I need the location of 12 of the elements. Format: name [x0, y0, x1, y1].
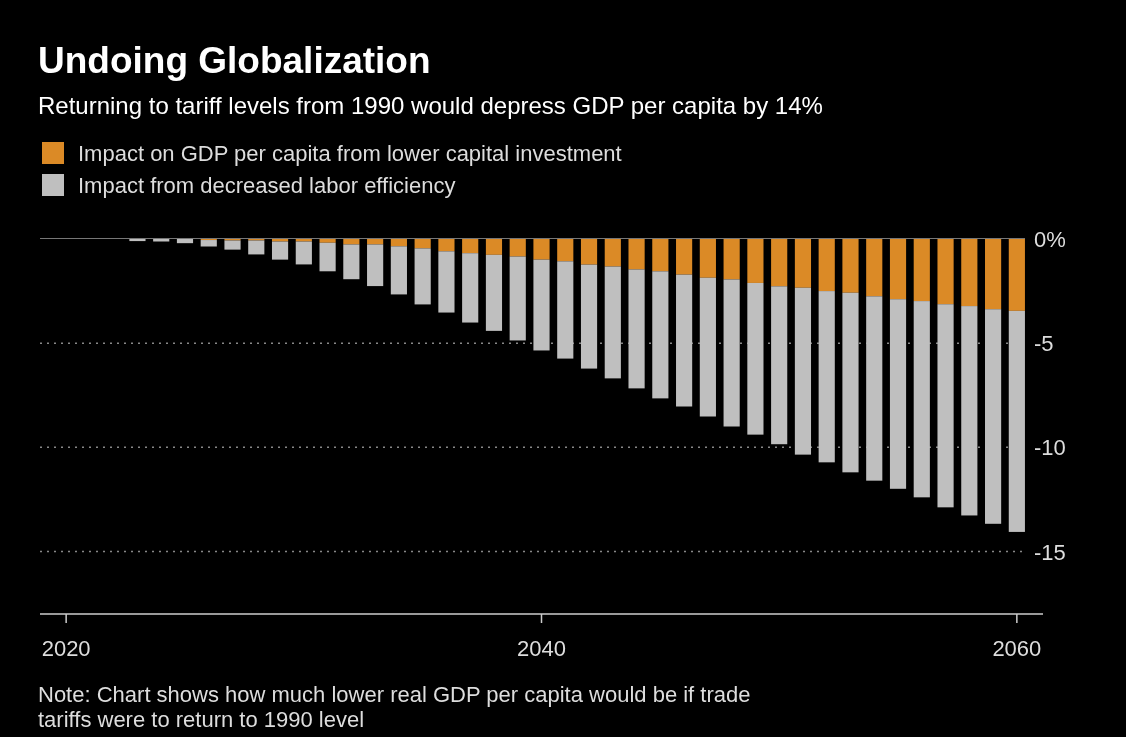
y-tick-label: -5 — [1034, 331, 1054, 357]
legend-label: Impact from decreased labor efficiency — [78, 173, 456, 198]
chart-subtitle: Returning to tariff levels from 1990 would depress GDP per capita by 14% — [38, 92, 823, 119]
x-tick-label: 2020 — [41, 636, 91, 661]
legend-label: Impact on GDP per capita from lower capital investment — [78, 141, 622, 166]
x-tick-label: 2040 — [517, 636, 566, 661]
y-tick-label: 0% — [1034, 227, 1066, 252]
text: Note: Chart shows how much lower real GDP per capita would be if trade tariffs were to return to 1990 level — [38, 682, 751, 732]
x-tick-label: 2060 — [992, 636, 1042, 661]
y-tick-label: -15 — [1034, 539, 1066, 565]
y-tick-label: -10 — [1034, 435, 1066, 461]
chart-title: Undoing Globalization — [38, 40, 431, 81]
